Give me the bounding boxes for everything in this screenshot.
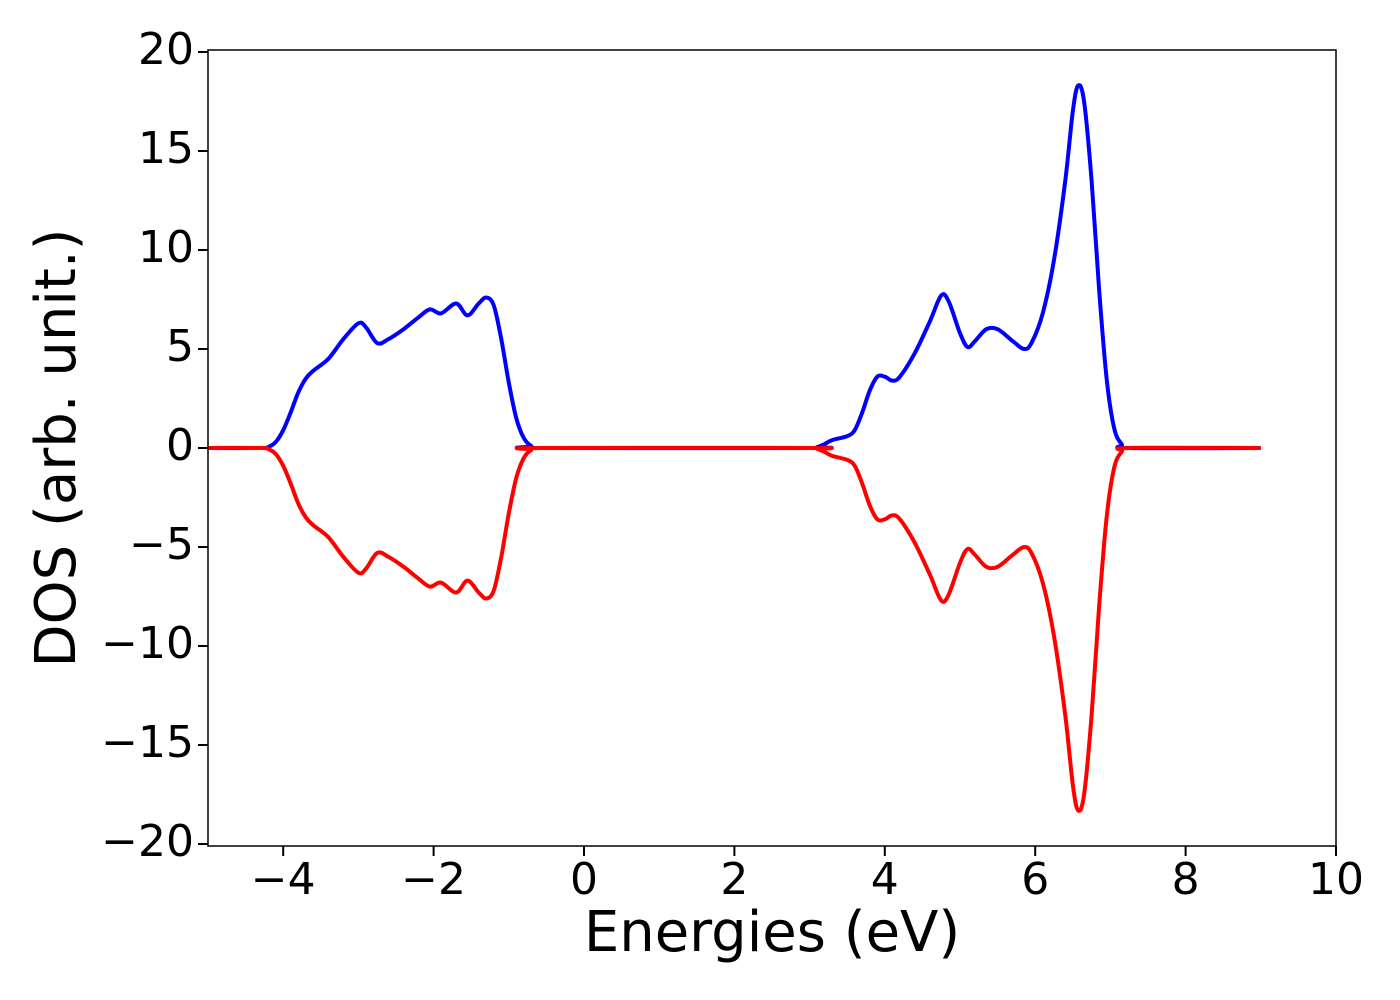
plot-frame bbox=[207, 49, 1337, 847]
x-tick-label: 8 bbox=[1172, 854, 1200, 905]
x-tick-label: 0 bbox=[570, 854, 598, 905]
y-axis-label: DOS (arb. unit.) bbox=[24, 228, 89, 667]
y-tick-label: 20 bbox=[138, 24, 194, 75]
y-tick-label: 0 bbox=[166, 420, 194, 471]
y-tick-label: 5 bbox=[166, 321, 194, 372]
x-tick-label: −2 bbox=[401, 854, 466, 905]
y-tick-label: −20 bbox=[101, 816, 194, 867]
dos-line bbox=[207, 83, 1261, 451]
y-tick-label: 10 bbox=[138, 222, 194, 273]
y-tick-label: 15 bbox=[138, 123, 194, 174]
y-tick-label: −10 bbox=[101, 618, 194, 669]
y-tick-label: −15 bbox=[101, 717, 194, 768]
x-tick-label: 2 bbox=[720, 854, 748, 905]
x-axis-label: Energies (eV) bbox=[584, 900, 960, 965]
x-tick-label: 6 bbox=[1021, 854, 1049, 905]
x-tick-label: 10 bbox=[1308, 854, 1364, 905]
y-tick-label: −5 bbox=[129, 519, 194, 570]
x-tick-label: 4 bbox=[871, 854, 899, 905]
dos-line bbox=[207, 445, 1261, 813]
x-tick-label: −4 bbox=[251, 854, 316, 905]
